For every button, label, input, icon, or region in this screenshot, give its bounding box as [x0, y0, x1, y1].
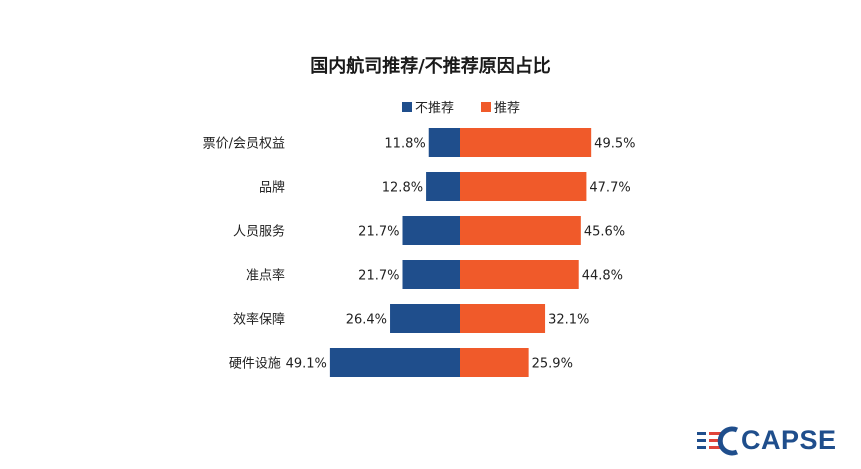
category-label: 品牌 — [259, 180, 285, 196]
category-label: 票价/会员权益 — [203, 136, 285, 152]
data-label-not-recommend: 21.7% — [358, 225, 399, 240]
bar-recommend — [460, 348, 529, 377]
bar-recommend — [460, 304, 546, 333]
data-label-not-recommend: 11.8% — [384, 137, 425, 152]
bar-not-recommend — [428, 128, 460, 157]
capse-logo-text: CAPSE — [741, 425, 837, 455]
category-label: 硬件设施 — [229, 357, 281, 372]
bar-not-recommend — [402, 216, 460, 245]
bar-not-recommend — [402, 260, 460, 289]
category-label: 效率保障 — [233, 312, 285, 328]
bar-not-recommend — [390, 304, 460, 333]
category-label: 人员服务 — [233, 224, 285, 240]
bar-recommend — [460, 216, 581, 245]
legend-label-recommend: 推荐 — [494, 101, 520, 116]
chart-title: 国内航司推荐/不推荐原因占比 — [310, 56, 551, 77]
legend-swatch-not-recommend — [402, 102, 412, 112]
data-label-recommend: 47.7% — [589, 181, 630, 196]
bar-not-recommend — [426, 172, 460, 201]
data-label-recommend: 44.8% — [582, 269, 623, 284]
data-label-not-recommend: 49.1% — [286, 357, 327, 372]
bar-recommend — [460, 172, 587, 201]
capse-logo-mark — [697, 426, 738, 456]
data-label-recommend: 25.9% — [532, 357, 573, 372]
data-label-not-recommend: 21.7% — [358, 269, 399, 284]
data-label-not-recommend: 12.8% — [382, 181, 423, 196]
data-label-not-recommend: 26.4% — [346, 313, 387, 328]
legend-swatch-recommend — [481, 102, 491, 112]
bar-not-recommend — [329, 348, 460, 377]
category-label: 准点率 — [246, 268, 285, 284]
data-label-recommend: 32.1% — [548, 313, 589, 328]
bar-recommend — [460, 128, 592, 157]
legend-label-not-recommend: 不推荐 — [415, 101, 454, 116]
data-label-recommend: 49.5% — [594, 137, 635, 152]
capse-logo: CAPSE — [697, 424, 847, 458]
data-label-recommend: 45.6% — [584, 225, 625, 240]
bar-recommend — [460, 260, 579, 289]
